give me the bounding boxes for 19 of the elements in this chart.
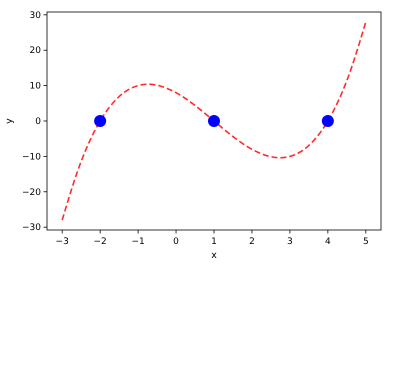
y-tick-label: −10 [22,152,42,162]
y-tick-label: 20 [30,46,42,56]
x-tick-label: −1 [131,237,145,247]
line-series [61,21,367,221]
x-tick-label: 4 [324,237,331,247]
y-tick-label: 10 [30,82,42,92]
x-tick-label: 3 [287,237,293,247]
x-tick-label: 2 [249,237,255,247]
y-tick-label: 0 [35,117,42,127]
x-tick-label: −3 [56,237,69,247]
x-axis-title: x [211,250,218,261]
y-tick-label: −20 [22,188,42,198]
x-tick-label: −2 [93,237,107,247]
x-tick-label: 0 [173,237,180,247]
x-tick-label: 5 [362,237,369,247]
x-tick-label: 1 [211,237,217,247]
y-tick-label: 30 [30,10,42,21]
y-axis-title: y [4,118,15,124]
y-tick-label: −30 [22,223,42,234]
